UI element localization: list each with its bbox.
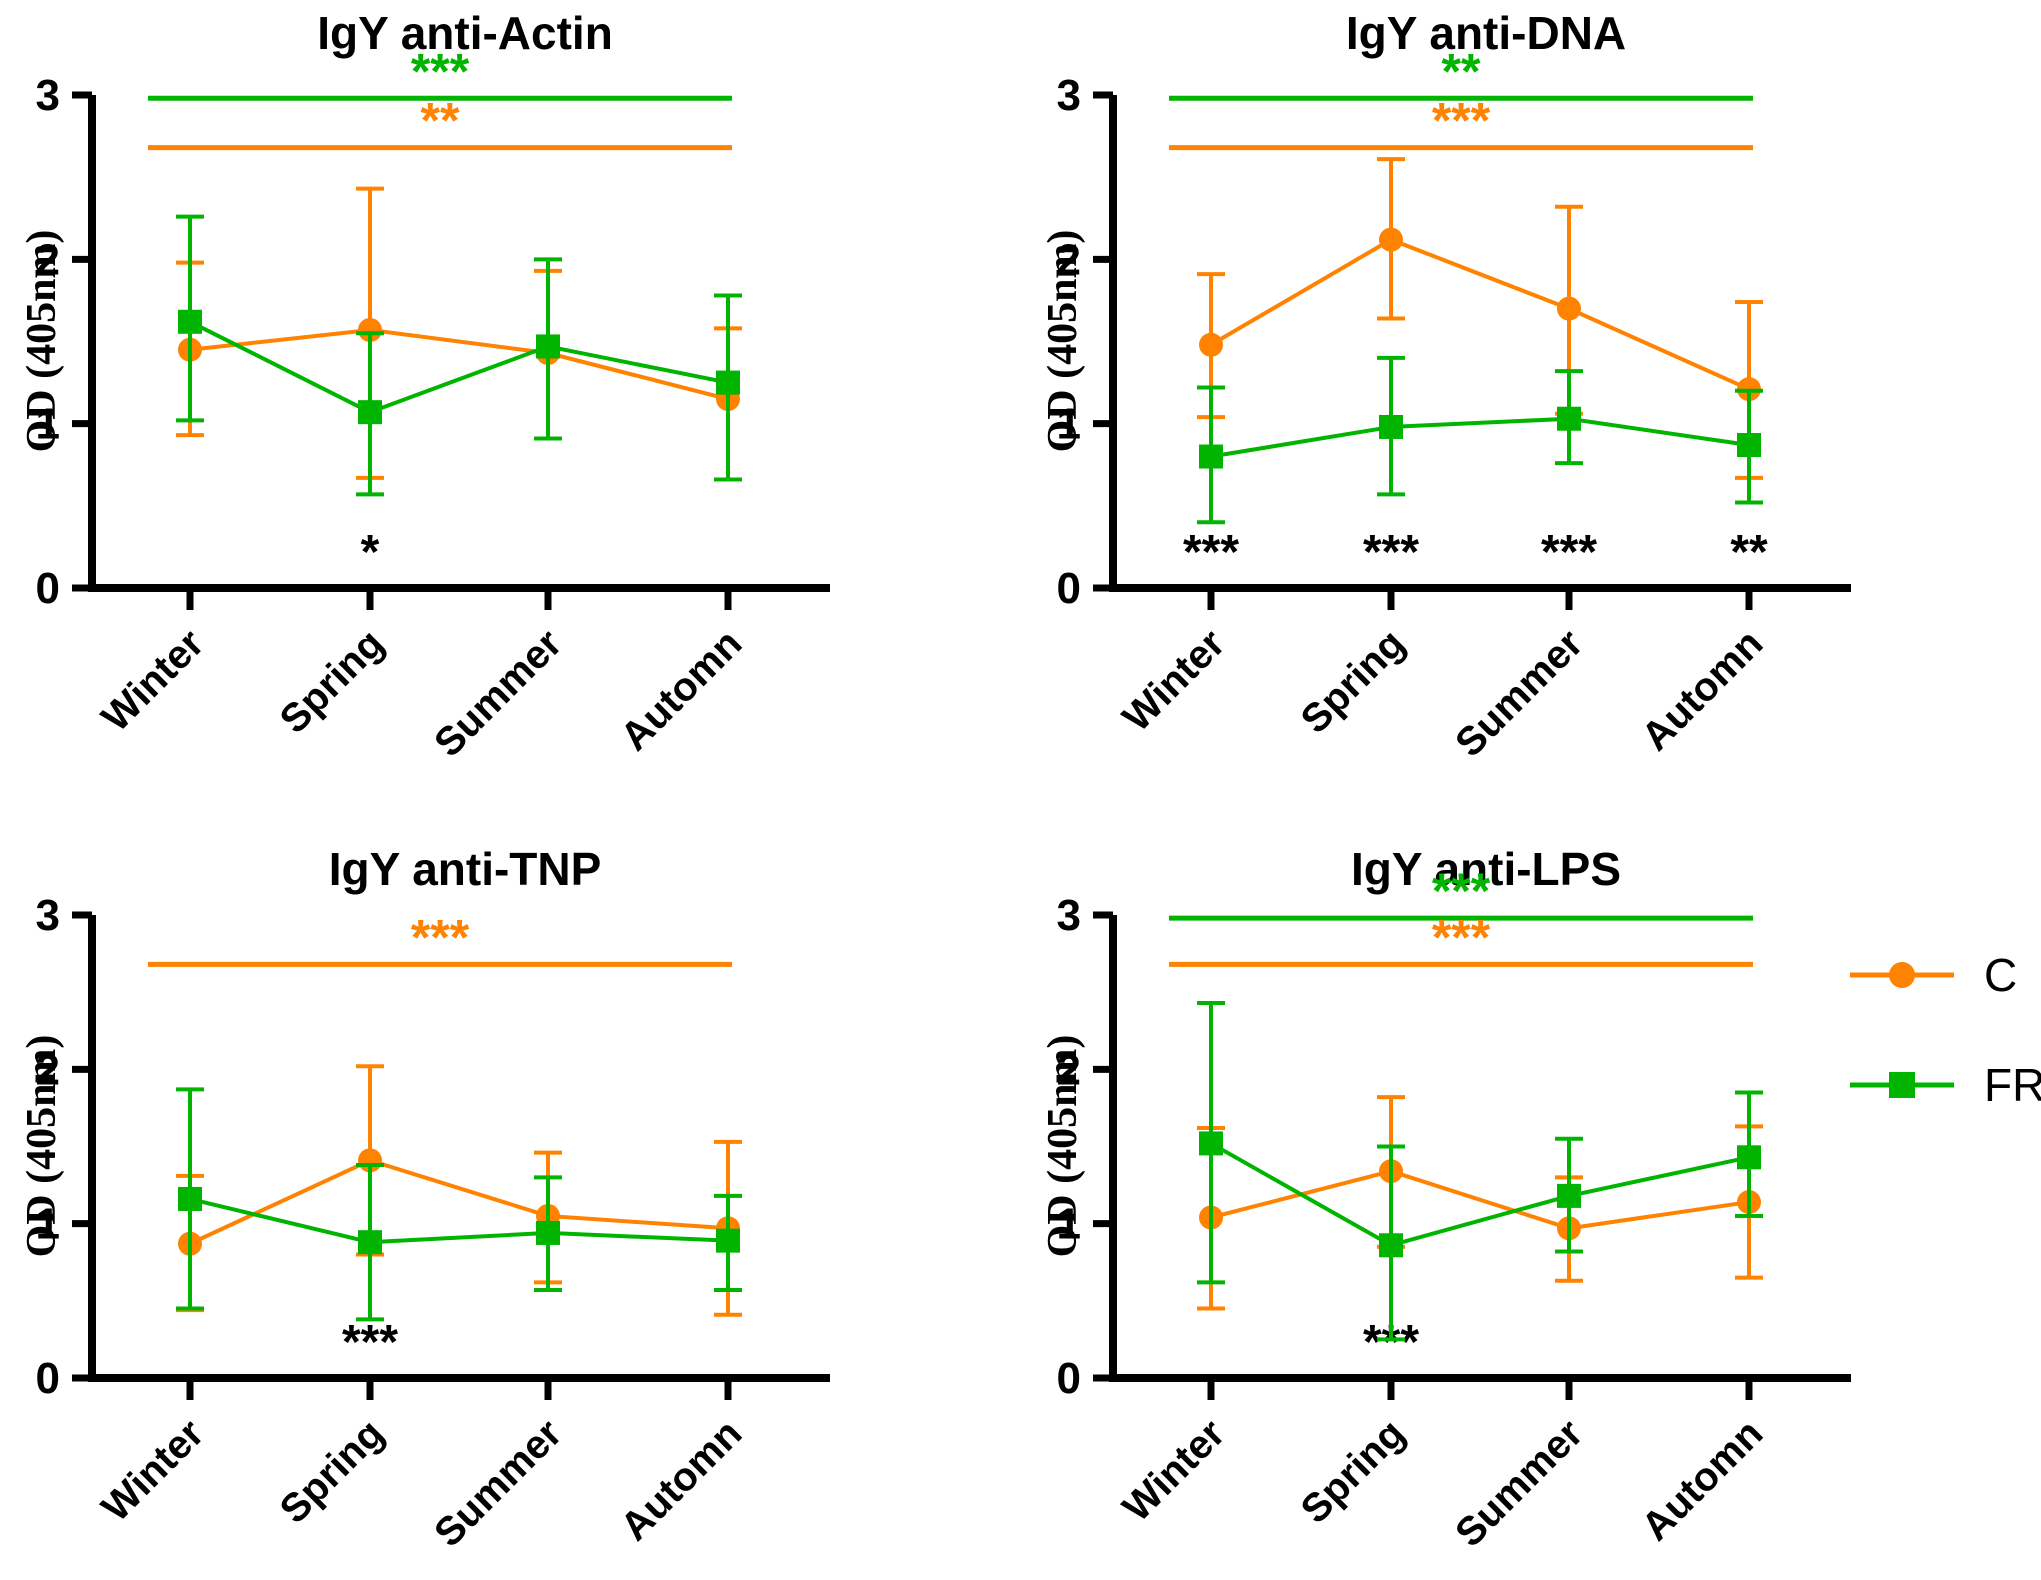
point-significance: ** [1730, 526, 1768, 579]
y-tick-label: 0 [1057, 564, 1081, 613]
series-line-FR [189, 1197, 729, 1245]
point-significance: *** [342, 1316, 398, 1369]
data-point [1379, 1233, 1403, 1258]
data-point [716, 370, 740, 395]
data-point [1199, 444, 1223, 469]
data-point [536, 334, 560, 359]
y-tick-label: 2 [1057, 1045, 1081, 1094]
data-point [358, 317, 382, 342]
point-significance: * [361, 526, 380, 579]
y-tick-label: 3 [1057, 891, 1081, 940]
legend-label: FR [1984, 1059, 2041, 1111]
significance-stars: *** [411, 909, 470, 965]
plot-canvas: 0 1 2 3 Winter Spring Summer Automn *** *** [36, 891, 830, 1556]
data-point [1557, 296, 1581, 321]
significance-stars: *** [1432, 863, 1491, 919]
chart-panel: IgY anti-DNA OD (405nm) 0 1 2 3 Winter Spring… [1021, 0, 2041, 790]
x-tick-label: Winter [1115, 1411, 1234, 1530]
y-tick-label: 1 [1057, 1200, 1081, 1249]
series-line-FR [1210, 1141, 1750, 1248]
x-tick-label: Spring [1293, 1411, 1414, 1532]
series-line-C [189, 327, 729, 401]
chart-title: IgY anti-TNP [328, 843, 602, 895]
data-point [1199, 332, 1223, 357]
data-point [1379, 227, 1403, 252]
chart-title: IgY anti-LPS [1350, 843, 1622, 895]
significance-stars: ** [1442, 43, 1481, 99]
series-line-C [189, 1158, 729, 1246]
x-tick-label: Summer [1447, 621, 1591, 765]
y-tick-label: 1 [1057, 400, 1081, 449]
x-tick-label: Summer [1447, 1411, 1591, 1555]
significance-stars: *** [1432, 909, 1491, 965]
y-tick-label: 0 [1057, 1354, 1081, 1403]
chart-panel: IgY anti-Actin OD (405nm) 0 1 2 3 Winter Spri… [0, 0, 1020, 790]
data-point [1557, 1183, 1581, 1208]
x-tick-label: Spring [1293, 621, 1414, 742]
data-point [178, 309, 202, 334]
point-significance: *** [1541, 526, 1597, 579]
x-tick-label: Automn [1633, 621, 1771, 759]
x-tick-label: Spring [272, 621, 393, 742]
series-line-C [1209, 237, 1750, 391]
x-tick-label: Spring [272, 1411, 393, 1532]
legend: C FR [1848, 948, 2041, 1112]
x-tick-label: Winter [94, 1411, 213, 1530]
significance-stars: ** [421, 93, 460, 149]
x-tick-label: Automn [612, 1411, 750, 1549]
y-tick-label: 2 [36, 235, 60, 284]
data-point [1557, 406, 1581, 431]
data-point [1737, 1145, 1761, 1170]
y-tick-label: 2 [1057, 235, 1081, 284]
significance-stars: *** [1432, 93, 1491, 149]
y-tick-label: 2 [36, 1045, 60, 1094]
y-tick-label: 3 [36, 891, 60, 940]
chart-panel: IgY anti-TNP OD (405nm) 0 1 2 3 Winter Spring… [0, 790, 1020, 1580]
series-line-FR [189, 319, 729, 415]
legend-marker-square [1850, 1072, 1954, 1098]
y-tick-label: 1 [36, 1200, 60, 1249]
chart-panel: IgY anti-LPS OD (405nm) 0 1 2 3 Winter Spring… [1021, 790, 2041, 1580]
y-tick-label: 1 [36, 400, 60, 449]
legend-marker-circle [1850, 962, 1954, 988]
point-significance: *** [1183, 526, 1239, 579]
data-point [358, 400, 382, 425]
data-point [716, 1228, 740, 1253]
x-tick-label: Winter [94, 621, 213, 740]
legend-item: C [1848, 948, 2041, 1002]
x-tick-label: Automn [1633, 1411, 1771, 1549]
point-significance: *** [1363, 526, 1419, 579]
chart-title: IgY anti-DNA [1345, 7, 1627, 59]
data-point [536, 1220, 560, 1245]
data-point [1379, 414, 1403, 439]
x-tick-label: Winter [1115, 621, 1234, 740]
y-tick-label: 3 [36, 71, 60, 120]
data-point [1199, 1131, 1223, 1156]
y-tick-label: 0 [36, 1354, 60, 1403]
chart-title: IgY anti-Actin [317, 7, 613, 59]
x-tick-label: Summer [426, 621, 570, 765]
x-tick-label: Summer [426, 1411, 570, 1555]
data-point [1737, 433, 1761, 458]
significance-stars: *** [411, 43, 470, 99]
data-point [178, 1186, 202, 1211]
y-tick-label: 3 [1057, 71, 1081, 120]
data-point [358, 1230, 382, 1255]
legend-label: C [1984, 949, 2018, 1001]
x-tick-label: Automn [612, 621, 750, 759]
legend-item: FR [1848, 1058, 2041, 1112]
y-tick-label: 0 [36, 564, 60, 613]
series-line-FR [1210, 416, 1750, 459]
